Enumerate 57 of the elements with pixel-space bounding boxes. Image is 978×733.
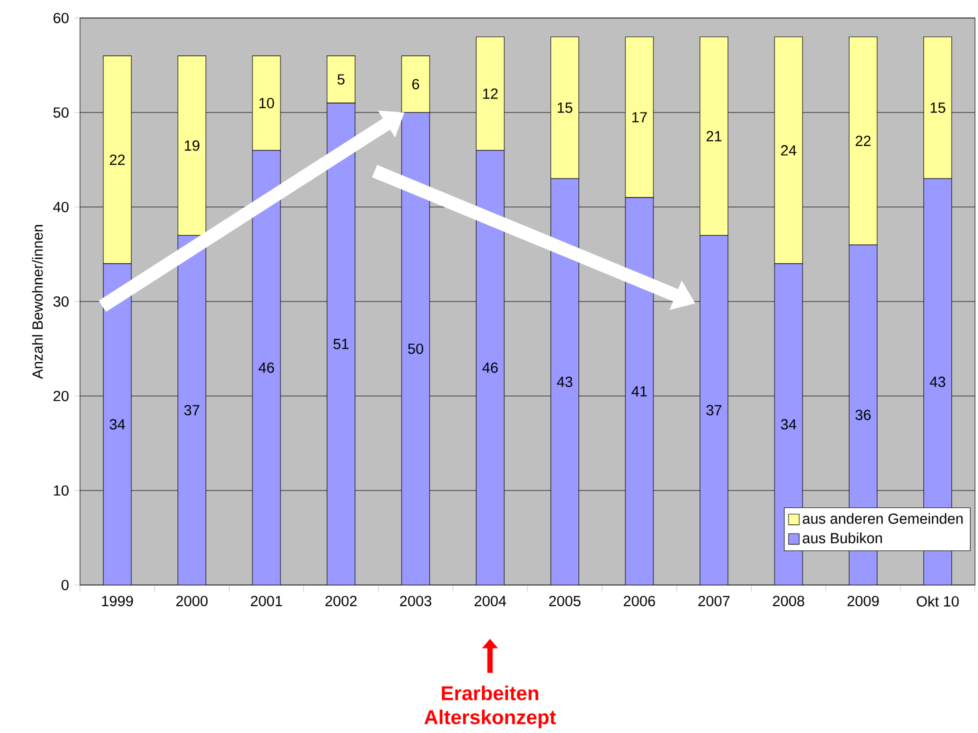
bar <box>625 197 654 585</box>
data-label: 41 <box>632 386 647 396</box>
bar <box>103 263 132 585</box>
bar <box>252 150 281 585</box>
bar <box>774 263 803 585</box>
data-label: 37 <box>706 404 722 416</box>
text: Erarbeiten Alterskonzept <box>424 686 556 728</box>
data-label: 46 <box>258 362 274 373</box>
bar <box>326 102 356 585</box>
data-label: 21 <box>706 131 722 142</box>
data-label: 43 <box>556 376 572 388</box>
data-label: 15 <box>930 102 946 113</box>
data-label: 17 <box>632 112 647 122</box>
data-label: 12 <box>483 88 498 99</box>
data-label: 34 <box>110 419 126 430</box>
data-label: 37 <box>184 404 200 416</box>
legend-label: aus Bubikon <box>802 532 882 544</box>
data-label: 51 <box>333 338 348 350</box>
x-tick-label: 2004 <box>474 596 506 606</box>
y-tick-label: 50 <box>53 107 69 118</box>
data-label: 43 <box>930 376 946 388</box>
x-tick-label: 2005 <box>549 596 580 606</box>
bar <box>700 235 728 585</box>
x-tick-label: Okt 10 <box>916 596 959 607</box>
data-label: 46 <box>482 362 498 373</box>
y-tick-label: 30 <box>53 296 69 307</box>
bar <box>178 235 206 585</box>
y-axis-title: Anzahl Bewohner/innen <box>32 225 43 379</box>
y-tick-label: 60 <box>54 12 69 24</box>
data-label: 10 <box>259 98 274 108</box>
data-label: 22 <box>856 136 871 146</box>
y-tick-label: 40 <box>53 202 69 212</box>
data-label: 19 <box>184 140 200 151</box>
bar <box>476 150 504 585</box>
x-tick-label: 2002 <box>325 596 357 606</box>
x-tick-label: 2009 <box>848 596 879 606</box>
data-label: 36 <box>856 410 871 420</box>
data-label: 24 <box>781 145 796 156</box>
bar <box>401 112 430 585</box>
bar <box>550 178 580 585</box>
data-label: 22 <box>110 154 125 165</box>
data-label: 34 <box>780 419 796 430</box>
x-tick-label: 2003 <box>400 596 432 606</box>
x-tick-label: 2007 <box>698 596 730 606</box>
x-tick-label: 2001 <box>250 596 282 606</box>
data-label: 50 <box>408 344 424 354</box>
x-tick-label: 1999 <box>102 596 133 606</box>
data-label: 5 <box>338 74 344 85</box>
x-tick-label: 2000 <box>176 596 208 606</box>
y-tick-label: 20 <box>54 390 69 402</box>
x-tick-label: 2006 <box>624 596 656 606</box>
data-label: 15 <box>558 102 572 113</box>
data-label: 6 <box>412 78 420 90</box>
legend-label: aus anderen Gemeinden <box>802 513 963 524</box>
y-tick-label: 10 <box>54 485 69 496</box>
y-tick-label: 0 <box>62 580 69 590</box>
x-tick-label: 2008 <box>772 596 804 606</box>
